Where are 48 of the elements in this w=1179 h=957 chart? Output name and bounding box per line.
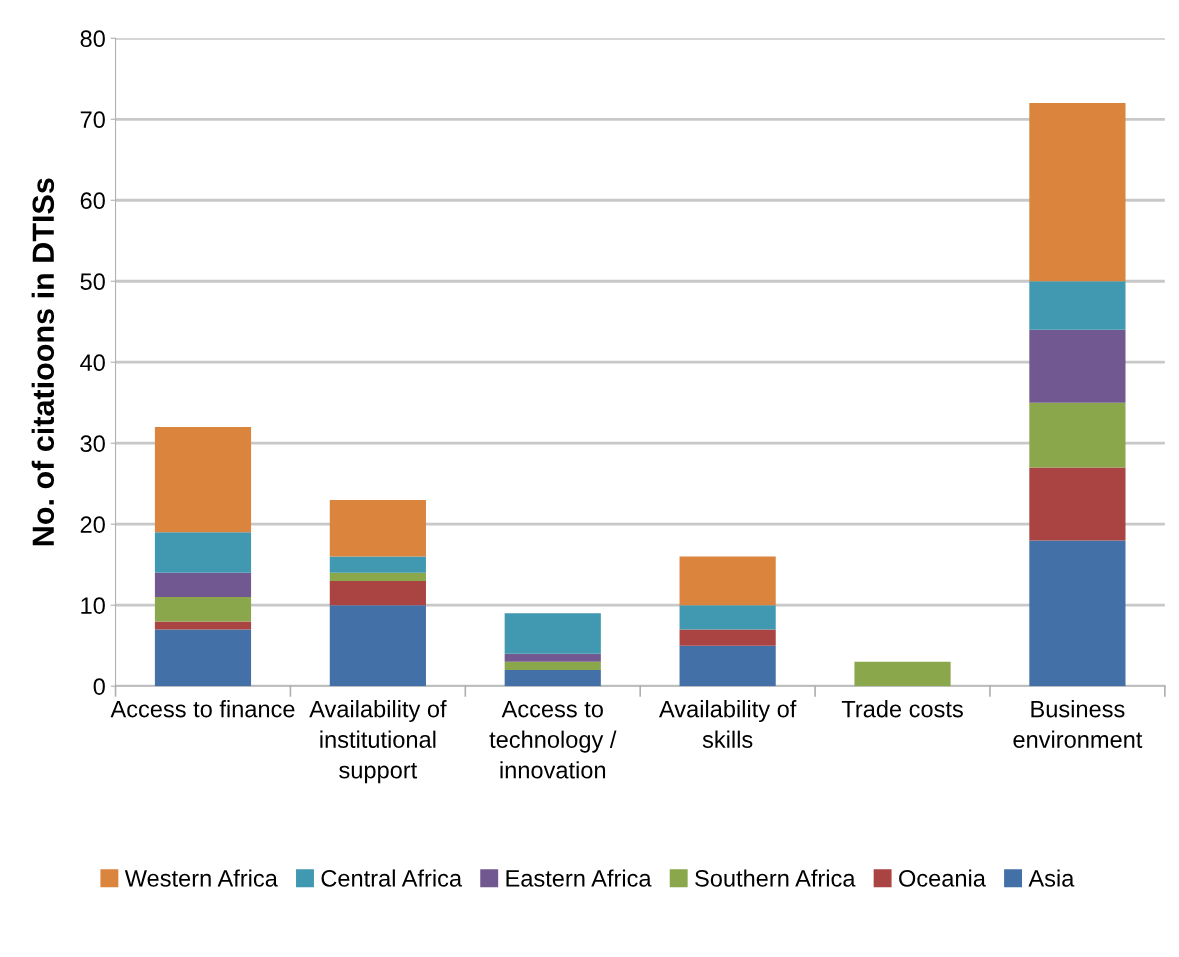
x-tick-label: Availability of skills <box>659 700 797 748</box>
x-tick-label: Access to technology / innovation <box>489 700 617 779</box>
x-tick-label: Business environment <box>1013 700 1143 748</box>
legend-label: Asia <box>1028 869 1075 887</box>
bar <box>154 621 252 630</box>
bar <box>329 572 426 581</box>
y-tick-label: 50 <box>80 273 105 291</box>
bar <box>1029 281 1126 330</box>
bar <box>1029 467 1126 541</box>
bar <box>679 629 776 646</box>
legend-label: Western Africa <box>124 869 278 887</box>
y-tick-label: 20 <box>80 516 105 533</box>
y-tick-label: 10 <box>81 597 105 614</box>
y-tick-label: 40 <box>80 354 105 372</box>
bar <box>329 605 426 687</box>
bar <box>154 532 252 573</box>
y-tick-label: 30 <box>80 435 105 452</box>
legend-label: Eastern Africa <box>506 869 652 887</box>
x-tick-label: Trade costs <box>841 700 963 718</box>
bar <box>154 427 252 533</box>
legend-label: Oceania <box>899 869 986 887</box>
bar <box>504 669 601 687</box>
bar <box>504 653 601 662</box>
y-axis-title: No. of citatioons in DTISs <box>31 178 55 546</box>
bar <box>1029 329 1126 403</box>
bar <box>329 580 426 606</box>
bar <box>679 556 776 606</box>
bar <box>1029 103 1126 282</box>
bar <box>154 597 252 622</box>
bar <box>1029 402 1126 468</box>
bar <box>329 556 426 573</box>
y-tick-label: 80 <box>80 30 105 48</box>
y-tick-label: 60 <box>80 192 105 210</box>
y-tick-label: 0 <box>93 678 105 695</box>
bar <box>679 645 776 687</box>
bar <box>329 499 426 557</box>
bar <box>154 572 252 598</box>
x-tick-label: Availability of institutional support <box>309 700 447 784</box>
bar <box>154 629 252 687</box>
bar <box>504 613 601 654</box>
x-tick-label: Access to finance <box>110 700 295 718</box>
bar <box>854 661 951 687</box>
y-tick-label: 70 <box>80 111 105 129</box>
legend-label: Southern Africa <box>695 869 856 887</box>
bar <box>679 605 776 630</box>
bar <box>504 661 601 670</box>
bar <box>1029 540 1126 687</box>
legend-label: Central Africa <box>321 869 463 887</box>
